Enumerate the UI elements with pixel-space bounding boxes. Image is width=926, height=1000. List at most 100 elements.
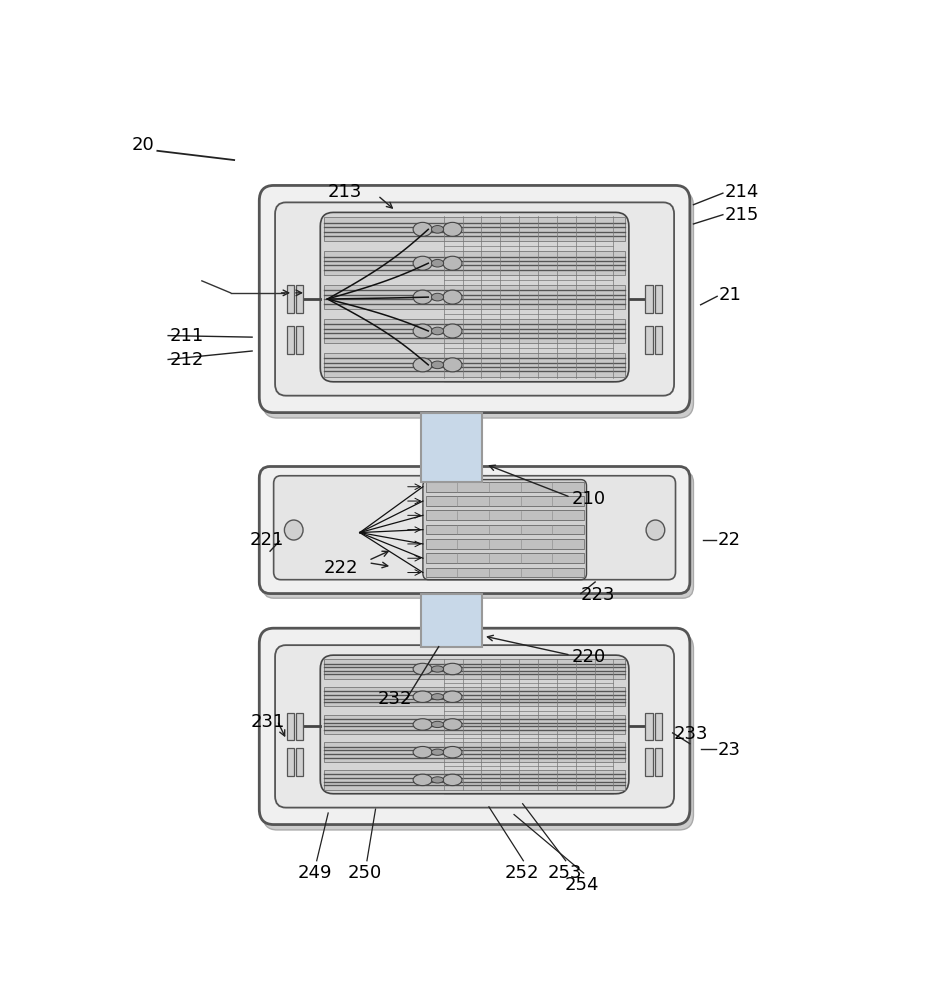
Ellipse shape [443, 324, 462, 338]
Bar [426, 496, 583, 506]
Ellipse shape [413, 691, 432, 702]
Bar [420, 413, 482, 482]
FancyBboxPatch shape [275, 645, 674, 808]
FancyBboxPatch shape [263, 191, 694, 418]
Bar [324, 251, 625, 275]
FancyBboxPatch shape [259, 466, 690, 594]
Text: 212: 212 [169, 351, 204, 369]
Ellipse shape [432, 327, 444, 335]
Text: 253: 253 [548, 864, 582, 882]
Bar [296, 748, 303, 776]
Text: 231: 231 [251, 713, 285, 731]
Bar [426, 539, 583, 549]
Bar [296, 285, 303, 313]
Bar [324, 319, 625, 343]
Text: 233: 233 [674, 725, 708, 743]
Bar [420, 594, 482, 647]
Text: 22: 22 [717, 531, 740, 549]
Ellipse shape [413, 222, 432, 236]
Ellipse shape [413, 324, 432, 338]
Ellipse shape [413, 746, 432, 758]
Ellipse shape [432, 694, 444, 700]
Bar [655, 326, 662, 354]
Bar [324, 770, 625, 790]
FancyBboxPatch shape [423, 480, 586, 580]
Ellipse shape [443, 719, 462, 730]
Ellipse shape [432, 777, 444, 783]
Bar [286, 285, 294, 313]
Text: 223: 223 [581, 586, 615, 604]
Ellipse shape [413, 256, 432, 270]
Bar [655, 748, 662, 776]
Text: 220: 220 [571, 648, 606, 666]
FancyBboxPatch shape [274, 476, 675, 580]
Bar [645, 748, 653, 776]
Ellipse shape [443, 746, 462, 758]
Bar [426, 510, 583, 520]
Bar [324, 285, 625, 309]
Ellipse shape [432, 666, 444, 672]
Text: 213: 213 [328, 183, 362, 201]
Bar [286, 326, 294, 354]
Ellipse shape [413, 719, 432, 730]
Ellipse shape [413, 774, 432, 786]
Ellipse shape [413, 290, 432, 304]
Ellipse shape [432, 259, 444, 267]
Text: 21: 21 [719, 286, 742, 304]
Ellipse shape [432, 226, 444, 233]
FancyBboxPatch shape [259, 185, 690, 413]
Ellipse shape [443, 774, 462, 786]
FancyBboxPatch shape [275, 202, 674, 396]
Text: 232: 232 [378, 690, 412, 708]
Bar [286, 713, 294, 740]
Bar [426, 568, 583, 577]
Bar [645, 285, 653, 313]
Bar [324, 659, 625, 679]
FancyBboxPatch shape [259, 628, 690, 825]
Ellipse shape [432, 749, 444, 755]
Bar [655, 285, 662, 313]
FancyBboxPatch shape [320, 655, 629, 794]
Ellipse shape [443, 691, 462, 702]
Ellipse shape [432, 721, 444, 728]
Circle shape [646, 520, 665, 540]
Bar [426, 553, 583, 563]
Ellipse shape [443, 358, 462, 372]
Text: 249: 249 [297, 864, 332, 882]
Bar [324, 687, 625, 706]
Bar [324, 715, 625, 734]
Text: 23: 23 [717, 741, 740, 759]
Bar [296, 713, 303, 740]
Text: 211: 211 [169, 327, 204, 345]
Text: 215: 215 [724, 206, 758, 224]
Bar [655, 713, 662, 740]
Text: 222: 222 [324, 559, 358, 577]
Text: 221: 221 [249, 531, 283, 549]
Bar [324, 353, 625, 377]
Ellipse shape [443, 290, 462, 304]
Text: 20: 20 [131, 136, 155, 154]
Ellipse shape [413, 358, 432, 372]
Text: 254: 254 [564, 876, 599, 894]
Text: 214: 214 [724, 183, 758, 201]
Ellipse shape [432, 361, 444, 369]
FancyBboxPatch shape [263, 471, 694, 598]
Bar [426, 482, 583, 492]
Ellipse shape [413, 663, 432, 675]
Bar [426, 525, 583, 534]
Text: 210: 210 [571, 490, 606, 508]
Ellipse shape [432, 293, 444, 301]
Bar [286, 748, 294, 776]
Ellipse shape [443, 663, 462, 675]
Ellipse shape [443, 222, 462, 236]
Bar [324, 217, 625, 241]
Text: 252: 252 [505, 864, 539, 882]
Bar [645, 326, 653, 354]
Bar [324, 742, 625, 762]
Ellipse shape [443, 256, 462, 270]
FancyBboxPatch shape [320, 212, 629, 382]
Bar [296, 326, 303, 354]
Text: 250: 250 [347, 864, 382, 882]
Bar [645, 713, 653, 740]
Circle shape [284, 520, 303, 540]
